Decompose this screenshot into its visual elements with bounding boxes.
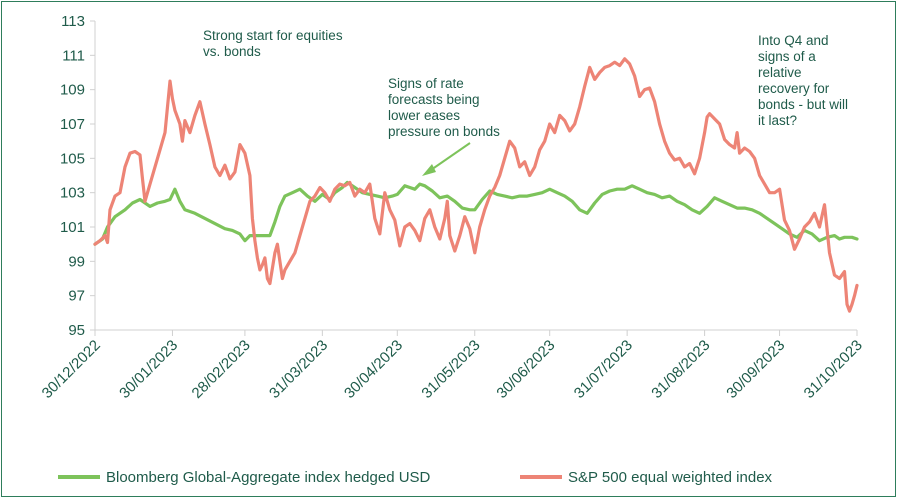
arrow-head <box>422 164 436 176</box>
y-tick-label: 107 <box>60 116 85 133</box>
series-layer <box>93 57 859 313</box>
x-tick-label: 31/07/2023 <box>571 337 636 402</box>
annotation-line: recovery for <box>758 81 830 96</box>
annotation-line: forecasts being <box>388 92 480 107</box>
x-tick-label: 31/10/2023 <box>801 337 866 402</box>
y-tick-label: 97 <box>68 288 85 305</box>
x-tick-label: 30/09/2023 <box>723 337 788 402</box>
x-axis: 30/12/2022 30/01/2023 28/02/2023 31/03/2023… <box>39 329 866 402</box>
y-tick-label: 103 <box>60 185 85 202</box>
annotation-q4: Into Q4 and signs of a relative recovery… <box>758 33 852 128</box>
y-tick-label: 111 <box>62 47 85 64</box>
y-tick-label: 109 <box>60 82 85 99</box>
y-tick-label: 105 <box>60 150 85 167</box>
series-line-bonds <box>93 180 859 246</box>
y-tick-label: 101 <box>60 219 85 236</box>
annotation-line: Signs of rate <box>388 76 464 91</box>
x-tick-label: 31/03/2023 <box>266 337 331 402</box>
annotation-line: bonds - but will <box>758 97 848 112</box>
y-tick-label: 113 <box>61 13 85 30</box>
x-tick-label: 30/01/2023 <box>116 337 181 402</box>
x-tick-label: 28/02/2023 <box>189 337 254 402</box>
y-axis: 95 97 99 101 103 105 107 109 111 113 <box>60 13 96 339</box>
x-tick-label: 31/08/2023 <box>648 337 713 402</box>
annotation-line: Into Q4 and <box>758 33 829 48</box>
annotation-line: relative <box>758 65 802 80</box>
annotation-line: lower eases <box>388 108 460 123</box>
x-tick-label: 30/04/2023 <box>341 337 406 402</box>
annotation-line: pressure on bonds <box>388 124 500 139</box>
legend-label-equities: S&P 500 equal weighted index <box>568 469 773 486</box>
legend-label-bonds: Bloomberg Global-Aggregate index hedged … <box>106 469 431 486</box>
annotations: Strong start for equities vs. bonds Sign… <box>203 28 852 176</box>
annotation-line: vs. bonds <box>203 44 261 59</box>
annotation-line: Strong start for equities <box>203 28 343 43</box>
annotation-line: it last? <box>758 113 797 128</box>
annotation-arrow <box>427 142 471 173</box>
x-tick-label: 31/05/2023 <box>418 337 483 402</box>
y-tick-label: 99 <box>68 253 85 270</box>
x-tick-label: 30/12/2022 <box>39 337 104 402</box>
annotation-strong-start: Strong start for equities vs. bonds <box>203 28 346 59</box>
y-tick-label: 95 <box>68 322 85 339</box>
x-tick-label: 30/06/2023 <box>493 337 558 402</box>
legend: Bloomberg Global-Aggregate index hedged … <box>58 469 773 486</box>
series-line-equities <box>93 57 859 313</box>
annotation-rate-forecasts: Signs of rate forecasts being lower ease… <box>388 76 500 139</box>
annotation-line: signs of a <box>758 49 816 64</box>
